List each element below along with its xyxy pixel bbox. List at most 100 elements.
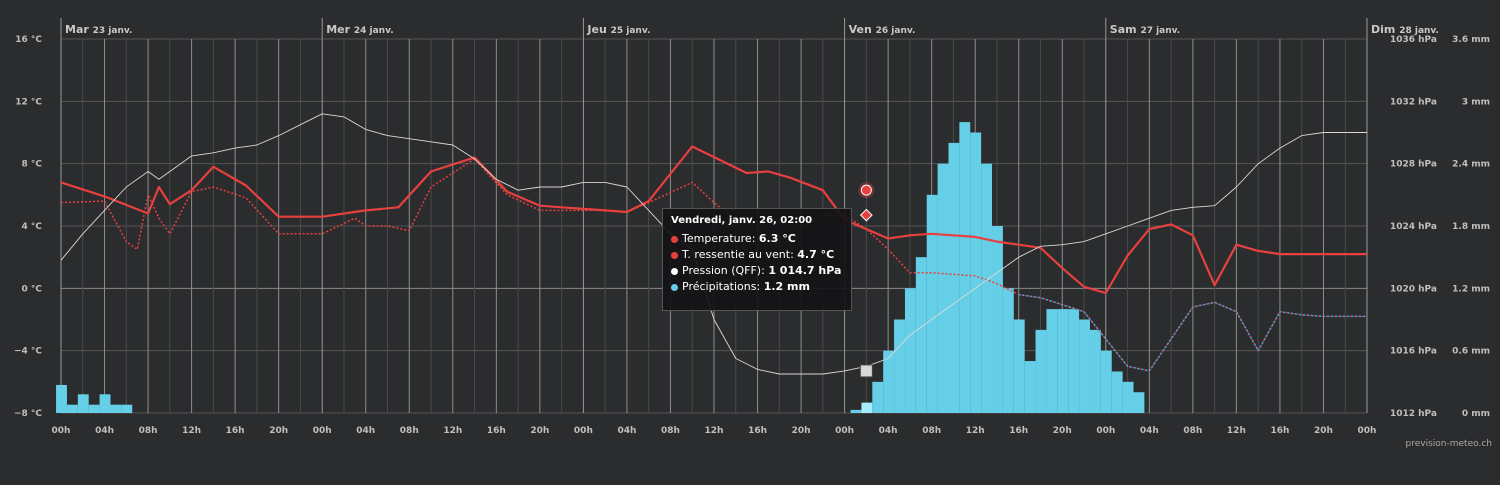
x-tick: 08h [1183, 426, 1202, 436]
y-tick-pressure: 1020 hPa [1390, 284, 1437, 294]
windchill-dot-icon [671, 251, 678, 259]
precipitation-bar [1089, 329, 1101, 413]
tooltip-row-windchill: T. ressentie au vent: 4.7 °C [671, 248, 843, 261]
x-tick: 00h [1096, 426, 1115, 436]
precipitation-bar [992, 226, 1003, 413]
day-label: Jeu 25 janv. [586, 23, 650, 36]
axis-labels: 16 °C 12 °C 8 °C 4 °C 0 °C −4 °C −8 °C 1036 hPa… [14, 23, 1490, 436]
tooltip-row-precipitation: Précipitations: 1.2 mm [671, 280, 843, 293]
y-tick-pressure: 1012 hPa [1390, 409, 1437, 419]
tooltip-value: 1 014.7 hPa [768, 264, 842, 277]
precipitation-dot-icon [671, 283, 678, 291]
precipitation-bar [883, 350, 895, 413]
y-tick-precipitation: 2.4 mm [1452, 160, 1490, 170]
series-line-temperature [60, 145, 1367, 295]
series-line-windchill-subzero [1018, 293, 1367, 372]
precipitation-bar [1002, 288, 1014, 413]
y-tick-pressure: 1028 hPa [1390, 160, 1437, 170]
precipitation-bar [1035, 329, 1047, 413]
y-tick-pressure: 1024 hPa [1390, 222, 1437, 232]
precipitation-bar [959, 122, 971, 413]
credit-link[interactable]: prevision-meteo.ch [1405, 439, 1492, 449]
x-tick: 20h [269, 426, 288, 436]
y-tick-pressure: 1032 hPa [1390, 97, 1437, 107]
precipitation-bar [1068, 309, 1080, 413]
x-tick: 20h [1053, 426, 1072, 436]
y-tick-pressure: 1036 hPa [1390, 35, 1437, 45]
y-tick-temperature: 4 °C [21, 222, 42, 232]
day-label: Sam 27 janv. [1110, 23, 1180, 36]
y-tick-temperature: 16 °C [15, 35, 42, 45]
x-tick: 00h [835, 426, 854, 436]
x-tick: 20h [530, 426, 549, 436]
x-tick: 04h [95, 426, 114, 436]
y-tick-temperature: 12 °C [15, 97, 42, 107]
y-tick-precipitation: 1.8 mm [1452, 222, 1490, 232]
x-tick: 08h [661, 426, 680, 436]
x-tick: 16h [1270, 426, 1289, 436]
x-tick: 20h [1314, 426, 1333, 436]
y-tick-temperature: 8 °C [21, 160, 42, 170]
pressure-dot-icon [671, 267, 678, 275]
x-tick: 04h [356, 426, 375, 436]
y-tick-precipitation: 0 mm [1462, 409, 1490, 419]
x-tick: 00h [574, 426, 593, 436]
windchill-marker [860, 208, 873, 222]
precipitation-bar [110, 404, 122, 413]
precipitation-bar [970, 132, 982, 413]
y-tick-precipitation: 3.6 mm [1452, 35, 1490, 45]
x-tick: 04h [1140, 426, 1159, 436]
x-tick: 12h [966, 426, 985, 436]
x-tick: 08h [400, 426, 419, 436]
precipitation-bar [1013, 319, 1025, 413]
day-label: Mer 24 janv. [326, 23, 393, 36]
y-tick-temperature: −4 °C [14, 347, 42, 357]
tooltip-label: Précipitations [682, 280, 757, 293]
precipitation-bars [56, 122, 1145, 413]
tooltip-value: 1.2 mm [763, 280, 810, 293]
precipitation-bar [937, 163, 949, 413]
precipitation-bar [948, 142, 960, 413]
tooltip-row-temperature: Temperature: 6.3 °C [671, 232, 843, 245]
y-tick-precipitation: 1.2 mm [1452, 284, 1490, 294]
precipitation-bar [1100, 350, 1112, 413]
precipitation-bar [1057, 309, 1069, 413]
precipitation-bar [981, 163, 993, 413]
temperature-dot-icon [671, 235, 678, 243]
day-label: Dim 28 janv. [1371, 23, 1439, 36]
y-tick-precipitation: 3 mm [1462, 97, 1490, 107]
x-tick: 12h [182, 426, 201, 436]
hover-markers [858, 182, 875, 378]
tooltip-row-pressure: Pression (QFF): 1 014.7 hPa [671, 264, 843, 277]
precipitation-bar [1122, 381, 1134, 413]
precipitation-bar [1133, 392, 1145, 413]
x-tick: 16h [1009, 426, 1028, 436]
precipitation-bar [926, 194, 938, 413]
x-tick: 00h [52, 426, 71, 436]
precipitation-bar [121, 404, 133, 413]
x-tick: 08h [139, 426, 158, 436]
temperature-marker [860, 184, 872, 196]
precipitation-bar [850, 409, 862, 413]
precipitation-bar [1024, 361, 1036, 413]
precipitation-bar [1046, 309, 1058, 413]
precipitation-bar [861, 402, 873, 413]
tooltip-label: Temperature [682, 232, 752, 245]
tooltip-label: T. ressentie au vent [682, 248, 791, 261]
tooltip-value: 4.7 °C [797, 248, 835, 261]
tooltip-title: Vendredi, janv. 26, 02:00 [671, 215, 813, 226]
precipitation-bar [915, 257, 927, 413]
precipitation-bar [56, 384, 67, 413]
x-tick: 12h [1227, 426, 1246, 436]
y-tick-temperature: 0 °C [21, 284, 42, 294]
precipitation-bar [904, 288, 916, 413]
y-tick-pressure: 1016 hPa [1390, 347, 1437, 357]
x-tick: 16h [487, 426, 506, 436]
precipitation-bar [1111, 371, 1123, 413]
y-tick-temperature: −8 °C [14, 409, 42, 419]
y-tick-precipitation: 0.6 mm [1452, 347, 1490, 357]
x-tick: 04h [879, 426, 898, 436]
x-tick: 12h [443, 426, 462, 436]
x-tick: 16h [748, 426, 767, 436]
